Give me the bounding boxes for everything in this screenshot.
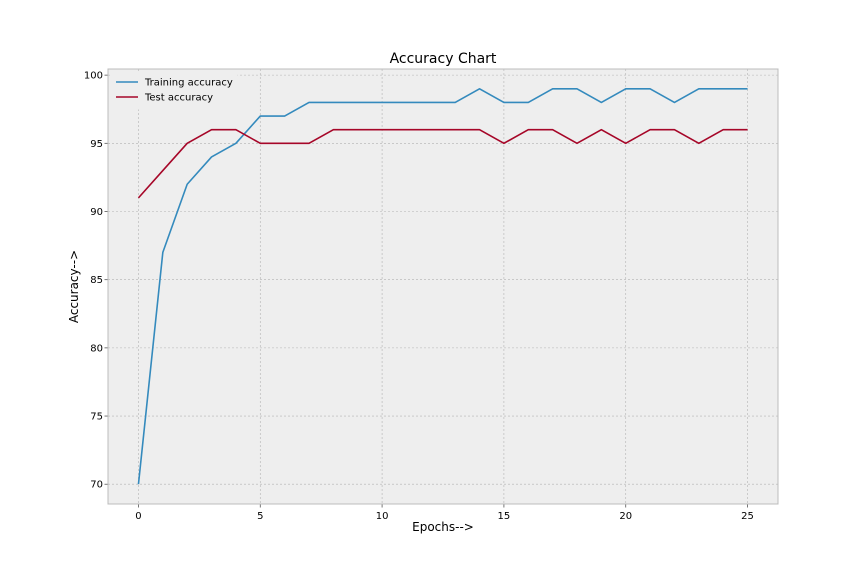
x-tick-label: 25	[741, 511, 754, 522]
x-tick-label: 5	[257, 511, 263, 522]
plot-area	[108, 69, 778, 504]
x-tick-label: 10	[376, 511, 389, 522]
x-tick-label: 20	[619, 511, 632, 522]
x-tick-label: 0	[135, 511, 141, 522]
chart-title: Accuracy Chart	[390, 51, 497, 67]
y-tick-label: 95	[90, 139, 103, 150]
y-tick-label: 90	[90, 207, 103, 218]
y-tick-label: 75	[90, 412, 103, 423]
legend-label: Training accuracy	[144, 78, 233, 89]
x-axis-label: Epochs-->	[412, 520, 474, 534]
y-tick-label: 80	[90, 343, 103, 354]
x-tick-label: 15	[498, 511, 511, 522]
y-tick-label: 100	[84, 71, 103, 82]
y-tick-label: 70	[90, 480, 103, 491]
y-tick-label: 85	[90, 275, 103, 286]
legend-label: Test accuracy	[144, 93, 213, 104]
y-axis-label: Accuracy-->	[67, 250, 81, 323]
legend: Training accuracy Test accuracy	[112, 73, 237, 109]
